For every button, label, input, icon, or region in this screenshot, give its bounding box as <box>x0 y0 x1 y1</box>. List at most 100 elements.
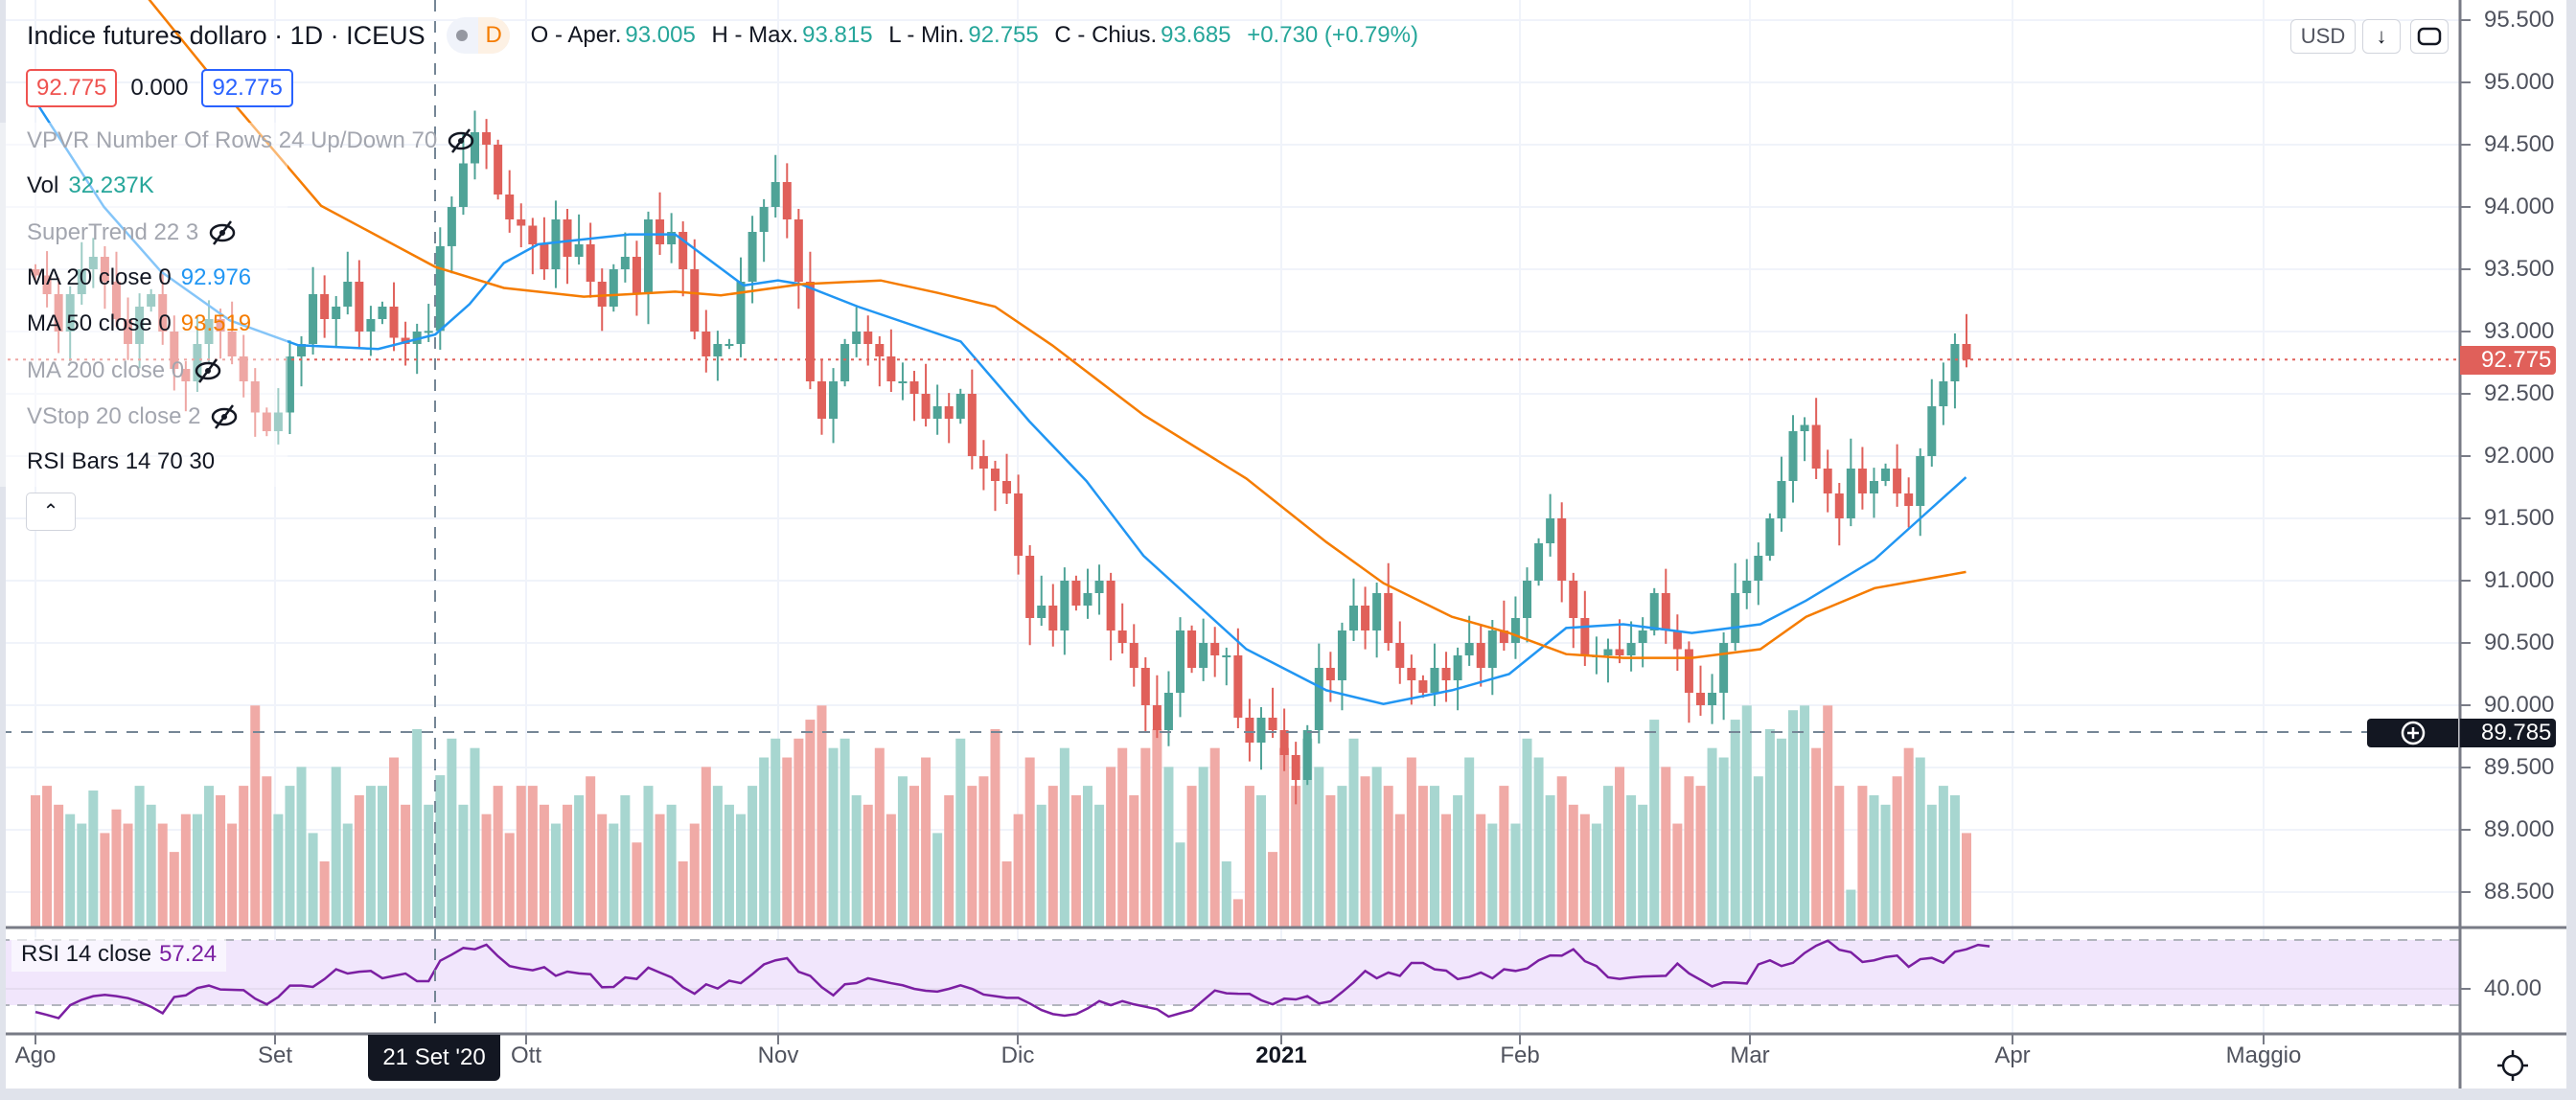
candle-body <box>1499 630 1508 643</box>
candle <box>31 264 40 281</box>
volume-bar <box>1024 757 1035 928</box>
candle <box>1418 675 1428 699</box>
candle <box>482 119 492 170</box>
indicator-label: MA 20 close 0 <box>27 264 172 290</box>
indicator-value: 93.519 <box>180 310 252 336</box>
candle-body <box>829 381 839 419</box>
candle <box>1927 378 1937 467</box>
volume-bar <box>273 814 284 928</box>
eye-crossed-icon[interactable] <box>447 126 475 155</box>
candle <box>944 393 954 444</box>
candle-body <box>1418 680 1428 693</box>
volume-bar <box>643 786 654 928</box>
ma20-line <box>34 100 1967 705</box>
currency-button[interactable]: USD <box>2290 19 2356 54</box>
candle <box>886 329 896 392</box>
volume-bar <box>921 757 932 928</box>
candle <box>1337 622 1346 711</box>
volume-bar <box>1232 899 1243 928</box>
volume-bar <box>424 804 434 928</box>
volume-bar <box>1638 804 1648 928</box>
right-scrollbar[interactable] <box>2566 0 2576 1100</box>
close-value: 93.685 <box>1161 22 1231 48</box>
volume-bar <box>1834 786 1845 928</box>
volume-bar <box>180 814 191 928</box>
volume-bar <box>967 786 978 928</box>
candle-body <box>967 394 977 456</box>
time-axis-label: Feb <box>1500 1043 1540 1068</box>
candle-body <box>1603 649 1613 655</box>
candle <box>1106 572 1116 661</box>
eye-crossed-icon[interactable] <box>208 218 237 247</box>
scroll-to-latest-button[interactable]: ↓ <box>2362 19 2401 54</box>
volume-bar <box>365 786 376 928</box>
rsi-value: 57.24 <box>159 941 218 967</box>
candle-body <box>656 219 665 244</box>
candle <box>158 269 168 345</box>
candle <box>1765 513 1775 561</box>
fullscreen-button[interactable] <box>2410 19 2449 54</box>
candle-body <box>1869 481 1878 493</box>
indicator-legend-row[interactable]: VStop 20 close 2 <box>27 402 239 431</box>
rsi-legend[interactable]: RSI 14 close 57.24 <box>12 937 227 972</box>
indicator-label: MA 50 close 0 <box>27 310 172 336</box>
candle <box>1476 624 1485 687</box>
candle-body <box>1014 493 1024 556</box>
volume-bar <box>239 786 249 928</box>
collapse-legend-button[interactable]: ⌃ <box>26 493 76 531</box>
market-status-pill[interactable]: D <box>446 17 510 54</box>
indicator-legend-row[interactable]: Vol 32.237K <box>27 172 154 199</box>
indicator-label: MA 200 close 0 <box>27 357 185 383</box>
candle <box>181 360 191 412</box>
volume-bar <box>1857 786 1868 928</box>
indicator-label: Vol <box>27 172 59 198</box>
candle <box>204 300 214 363</box>
candle <box>1811 398 1821 479</box>
volume-bar <box>701 767 711 928</box>
volume-bar <box>1568 804 1578 928</box>
volume-bar <box>1268 852 1278 928</box>
candle <box>517 203 526 248</box>
volume-bar <box>262 776 272 928</box>
volume-bar <box>1291 786 1301 928</box>
candle-body <box>713 344 723 356</box>
candle-body <box>31 269 40 276</box>
candle-body <box>285 356 294 413</box>
volume-bar <box>1152 728 1162 928</box>
volume-bar <box>1938 786 1948 928</box>
candle <box>1557 502 1567 603</box>
candle <box>1464 615 1474 666</box>
ma50-line <box>148 0 1966 659</box>
volume-bar <box>192 814 202 928</box>
candle-body <box>1754 556 1763 581</box>
candle <box>620 232 630 283</box>
indicator-legend-row[interactable]: MA 200 close 0 <box>27 356 222 385</box>
indicator-legend-row[interactable]: SuperTrend 22 3 <box>27 218 237 247</box>
eye-crossed-icon[interactable] <box>210 402 239 431</box>
sell-button[interactable]: 92.775 <box>26 69 118 107</box>
candle-body <box>643 219 653 294</box>
volume-bar <box>1082 786 1092 928</box>
volume-bar <box>1198 767 1208 928</box>
volume-bar <box>724 804 734 928</box>
candle-body <box>1256 718 1266 743</box>
time-axis-label: Set <box>257 1043 293 1068</box>
price-axis-label: 94.000 <box>2484 194 2555 219</box>
symbol-title[interactable]: Indice futures dollaro · 1D · ICEUS <box>27 21 426 50</box>
volume-bar <box>389 757 400 928</box>
buy-button[interactable]: 92.775 <box>201 69 293 107</box>
candle-body <box>1314 668 1323 730</box>
volume-bar <box>1417 786 1428 928</box>
indicator-legend-row[interactable]: RSI Bars 14 70 30 <box>27 448 215 475</box>
settings-button[interactable] <box>2492 1044 2534 1091</box>
eye-crossed-icon[interactable] <box>194 356 222 385</box>
candle-body <box>273 412 283 431</box>
rsi-axis-label: 40.00 <box>2484 975 2542 1001</box>
add-alert-button[interactable] <box>2367 719 2458 747</box>
indicator-legend-row[interactable]: VPVR Number Of Rows 24 Up/Down 70 <box>27 126 475 155</box>
indicator-legend-row[interactable]: MA 50 close 0 93.519 <box>27 310 251 337</box>
candle-body <box>147 294 156 307</box>
indicator-legend-row[interactable]: MA 20 close 0 92.976 <box>27 264 251 291</box>
